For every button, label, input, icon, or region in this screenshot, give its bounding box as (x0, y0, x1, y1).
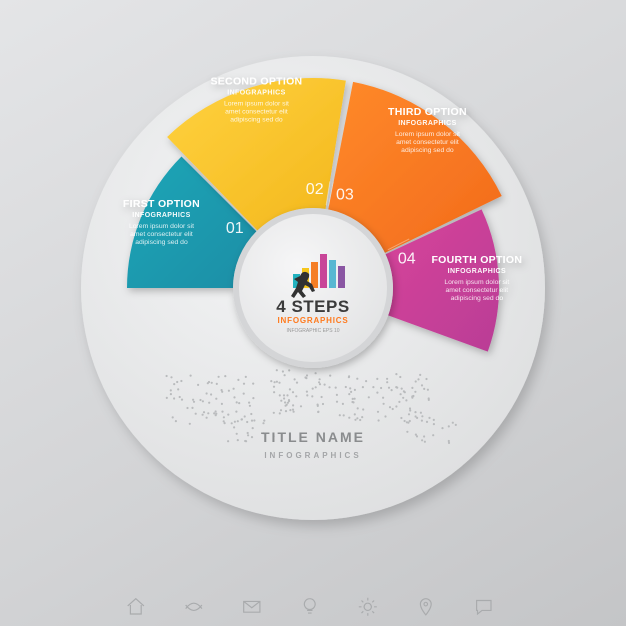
pin-icon (420, 599, 431, 615)
slice-sub: INFOGRAPHICS (227, 90, 285, 97)
slice-body: adipiscing sed do (401, 147, 454, 154)
slice-sub: INFOGRAPHICS (398, 120, 456, 127)
hub-bar (320, 254, 327, 288)
slice-number: 03 (336, 186, 354, 203)
gear-icon (359, 598, 377, 616)
slice-title: SECOND OPTION (210, 76, 302, 88)
slice-body: amet consectetur elit (130, 231, 193, 238)
hub-bar (338, 266, 345, 288)
chat-icon (477, 601, 491, 615)
footer-icon-row (128, 598, 491, 616)
slice-body: adipiscing sed do (230, 117, 283, 124)
hub-title: 4 STEPS (276, 297, 349, 316)
slice-title: FOURTH OPTION (431, 254, 522, 266)
slice-sub: INFOGRAPHICS (448, 268, 506, 275)
slice-body: amet consectetur elit (396, 139, 459, 146)
slice-sub: INFOGRAPHICS (132, 212, 190, 219)
slice-number: 02 (306, 181, 324, 198)
lower-subtitle: INFOGRAPHICS (264, 451, 361, 460)
slice-body: amet consectetur elit (225, 109, 288, 116)
slice-title: THIRD OPTION (388, 106, 467, 118)
slice-number: 04 (398, 250, 416, 267)
lower-title: TITLE NAME (261, 429, 365, 445)
hub-bar (311, 262, 318, 288)
swoosh-icon (186, 603, 202, 610)
envelope-icon (244, 601, 260, 612)
infographic-root: TITLE NAME INFOGRAPHICS FIRST OPTION INFO… (0, 0, 626, 626)
home-icon (128, 599, 144, 614)
slice-title: FIRST OPTION (123, 198, 200, 210)
slice-body: adipiscing sed do (135, 239, 188, 246)
slice-body: Lorem ipsum dolor sit (395, 131, 460, 138)
slice-body: Lorem ipsum dolor sit (129, 223, 194, 230)
hub-subtitle: INFOGRAPHICS (278, 316, 349, 325)
slice-number: 01 (226, 220, 244, 237)
slice-body: amet consectetur elit (445, 287, 508, 294)
bulb-icon (304, 599, 315, 613)
center-hub: 4 STEPS INFOGRAPHICS INFOGRAPHIC EPS 10 (233, 208, 393, 368)
slice-body: adipiscing sed do (451, 295, 504, 302)
slice-body: Lorem ipsum dolor sit (444, 279, 509, 286)
hub-bar (329, 260, 336, 288)
slice-body: Lorem ipsum dolor sit (224, 101, 289, 108)
hub-tiny: INFOGRAPHIC EPS 10 (286, 328, 339, 334)
